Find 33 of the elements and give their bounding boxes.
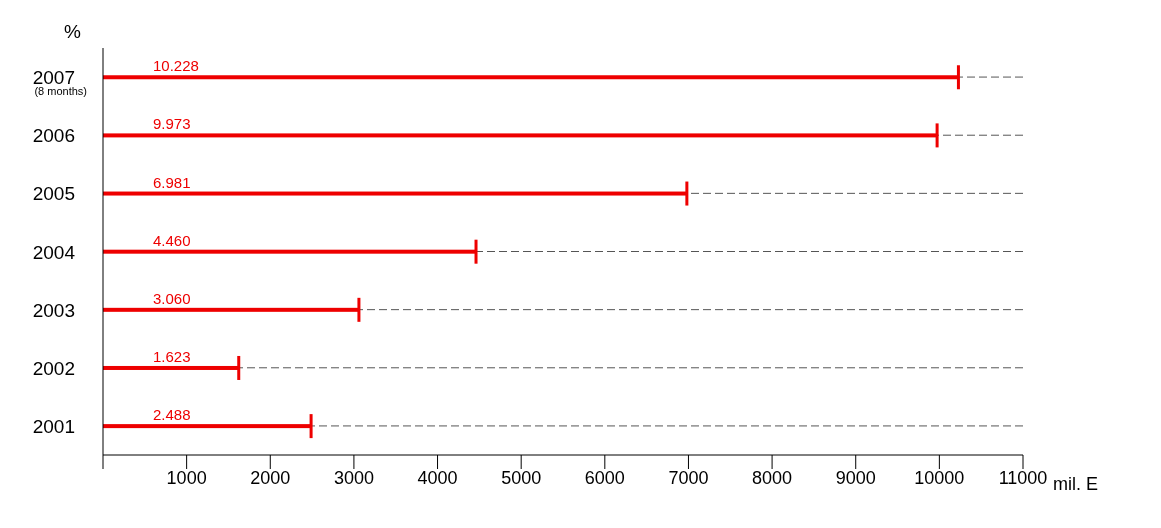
x-tick-label: 5000: [501, 467, 542, 488]
x-tick-label: 6000: [584, 467, 625, 488]
x-tick-label: 7000: [668, 467, 709, 488]
x-tick-label: 8000: [752, 467, 793, 488]
data-label: 3.060: [153, 289, 191, 307]
data-label: 2.488: [153, 406, 191, 424]
y-tick-label: 2005: [32, 183, 75, 205]
bar: [103, 424, 312, 429]
y-tick-label: 2006: [32, 125, 75, 147]
x-axis-title: mil. E: [1053, 474, 1098, 494]
x-tick-label: 3000: [333, 467, 374, 488]
bar: [103, 307, 359, 312]
x-tick-label: 9000: [835, 467, 876, 488]
bar: [103, 191, 687, 196]
x-tick-label: 1000: [166, 467, 207, 488]
data-label: 10.228: [153, 57, 199, 75]
bar: [103, 75, 959, 80]
x-tick-label: 11000: [998, 467, 1048, 488]
bar: [103, 365, 239, 370]
y-axis-title: %: [64, 21, 82, 42]
data-label: 9.973: [153, 115, 191, 133]
data-label: 1.623: [153, 347, 191, 365]
bar: [103, 133, 938, 138]
y-tick-label: 2002: [32, 357, 75, 379]
y-tick-label: 2003: [32, 299, 75, 321]
y-tick-label: 2004: [32, 241, 76, 263]
x-tick-label: 10000: [914, 467, 965, 488]
bar: [103, 249, 477, 254]
y-tick-label: 2001: [32, 415, 75, 437]
data-label: 6.981: [153, 173, 191, 191]
x-tick-label: 2000: [250, 467, 291, 488]
x-tick-label: 4000: [417, 467, 458, 488]
data-label: 4.460: [153, 231, 191, 249]
